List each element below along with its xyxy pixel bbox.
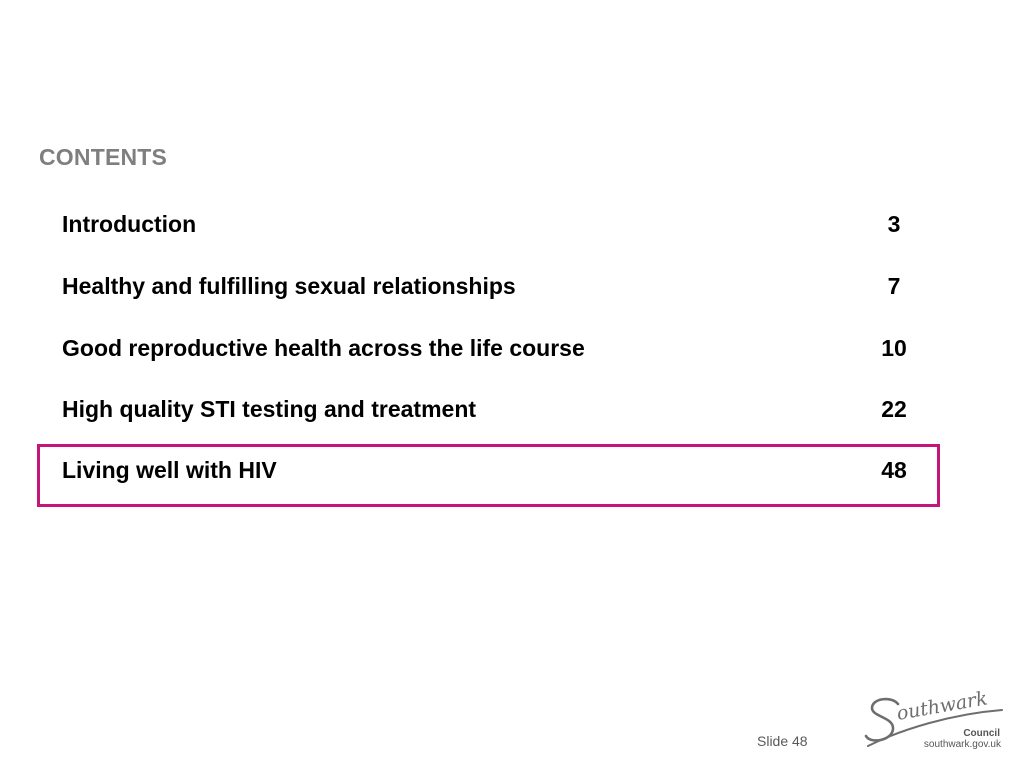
toc-item-title: High quality STI testing and treatment xyxy=(62,396,477,422)
logo-council-label: Council xyxy=(963,728,1000,739)
toc-item-introduction[interactable]: Introduction 3 xyxy=(62,211,912,241)
toc-item-title: Living well with HIV xyxy=(62,457,277,483)
logo-graphic: outhwark Council southwark.gov.uk xyxy=(864,687,1003,750)
slide-number: Slide 48 xyxy=(757,733,808,749)
toc-item-page: 7 xyxy=(887,273,901,299)
toc-item-title: Healthy and fulfilling sexual relationsh… xyxy=(62,273,516,299)
toc-item-page: 22 xyxy=(881,396,907,422)
toc-item-sti-testing[interactable]: High quality STI testing and treatment 2… xyxy=(62,396,912,426)
current-section-highlight xyxy=(37,444,940,507)
toc-item-page: 48 xyxy=(881,457,907,483)
logo-url: southwark.gov.uk xyxy=(924,739,1002,750)
toc-item-title: Introduction xyxy=(62,211,197,237)
toc-item-title: Good reproductive health across the life… xyxy=(62,335,585,361)
toc-item-page: 3 xyxy=(887,211,901,237)
contents-heading: CONTENTS xyxy=(39,144,168,170)
toc-item-living-with-hiv[interactable]: Living well with HIV 48 xyxy=(62,457,912,487)
toc-item-healthy-relationships[interactable]: Healthy and fulfilling sexual relationsh… xyxy=(62,273,912,303)
southwark-council-logo: outhwark Council southwark.gov.uk xyxy=(862,684,1012,754)
toc-item-page: 10 xyxy=(881,335,907,361)
toc-item-reproductive-health[interactable]: Good reproductive health across the life… xyxy=(62,335,912,365)
